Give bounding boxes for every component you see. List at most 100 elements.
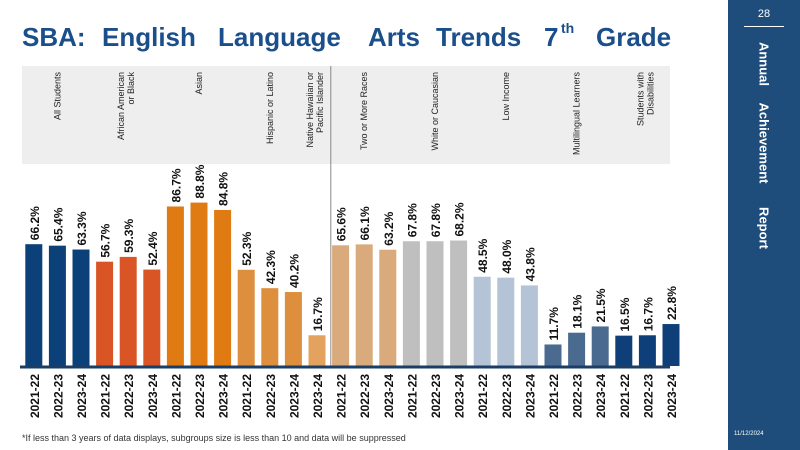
data-label-8-1: 18.1% <box>571 294 585 328</box>
x-tick-label-1-2: 2023-24 <box>146 374 160 418</box>
bar-0-2 <box>72 249 90 366</box>
side-panel: 28 Annual Achievement Report 11/12/2024 <box>728 0 800 450</box>
x-tick-label-2-2: 2023-24 <box>217 374 231 418</box>
bar-5-1 <box>355 244 373 366</box>
x-tick-label-9-2: 2023-24 <box>665 374 679 418</box>
bar-8-0 <box>544 344 562 366</box>
x-tick-label-0-2: 2023-24 <box>75 374 89 418</box>
data-label-6-2: 68.2% <box>453 202 467 236</box>
title-word-arts: Arts <box>368 22 421 52</box>
x-tick-label-7-1: 2022-23 <box>500 374 514 418</box>
group-label-6: White or Caucasian <box>430 72 440 151</box>
bar-3-1 <box>261 288 279 366</box>
x-tick-label-6-1: 2022-23 <box>429 374 443 418</box>
bar-5-0 <box>332 245 350 366</box>
group-label-7: Low Income <box>501 72 511 121</box>
x-tick-label-5-0: 2021-22 <box>335 374 349 418</box>
x-tick-label-4-0: 2023-24 <box>311 374 325 418</box>
x-tick-label-5-1: 2022-23 <box>358 374 372 418</box>
data-label-3-2: 40.2% <box>287 254 301 288</box>
x-tick-label-5-2: 2023-24 <box>382 374 396 418</box>
bar-9-1 <box>638 335 656 366</box>
data-label-5-2: 63.2% <box>382 211 396 245</box>
data-label-5-0: 65.6% <box>335 207 349 241</box>
data-label-9-0: 16.5% <box>618 297 632 331</box>
x-tick-label-3-0: 2021-22 <box>240 374 254 418</box>
bar-9-0 <box>615 335 633 366</box>
side-date: 11/12/2024 <box>734 431 764 437</box>
bar-7-1 <box>497 277 515 366</box>
data-label-2-0: 86.7% <box>169 168 183 202</box>
data-label-9-1: 16.7% <box>641 297 655 331</box>
x-tick-label-2-0: 2021-22 <box>169 374 183 418</box>
data-label-7-0: 48.5% <box>476 238 490 272</box>
bar-8-1 <box>568 332 586 366</box>
bar-1-1 <box>119 256 137 366</box>
data-label-9-2: 22.8% <box>665 286 679 320</box>
title-word-english: English <box>102 22 196 52</box>
data-label-6-1: 67.8% <box>429 203 443 237</box>
page-number: 28 <box>757 8 771 20</box>
group-label-5: Two or More Races <box>359 72 369 151</box>
x-tick-label-6-2: 2023-24 <box>453 374 467 418</box>
bar-6-0 <box>402 241 420 366</box>
bar-6-1 <box>426 241 444 366</box>
data-label-8-0: 11.7% <box>547 307 561 341</box>
x-tick-label-2-1: 2022-23 <box>193 374 207 418</box>
group-label-3: Hispanic or Latino <box>265 72 275 144</box>
data-label-2-2: 84.8% <box>217 172 231 206</box>
bar-9-2 <box>662 324 680 366</box>
data-label-6-0: 67.8% <box>405 203 419 237</box>
x-tick-label-9-0: 2021-22 <box>618 374 632 418</box>
bar-3-0 <box>237 269 255 366</box>
footnote: *If less than 3 years of data displays, … <box>22 433 406 443</box>
title-word-sba: SBA: <box>22 22 86 52</box>
x-tick-label-0-0: 2021-22 <box>28 374 42 418</box>
bar-chart: All Students 66.2% 2021-22 65.4% 2022-23 63.3… <box>20 66 680 418</box>
x-tick-label-0-1: 2022-23 <box>51 374 65 418</box>
x-tick-label-7-0: 2021-22 <box>476 374 490 418</box>
title-word-grade: Grade <box>596 22 672 52</box>
data-label-2-1: 88.8% <box>193 164 207 198</box>
group-label-0: All Students <box>52 72 62 121</box>
data-label-5-1: 66.1% <box>358 206 372 240</box>
x-tick-label-1-1: 2022-23 <box>122 374 136 418</box>
group-label-2: Asian <box>194 72 204 95</box>
side-title-word-1: Annual <box>756 41 772 87</box>
x-tick-label-8-0: 2021-22 <box>547 374 561 418</box>
bar-1-0 <box>96 261 114 366</box>
x-tick-label-6-0: 2021-22 <box>405 374 419 418</box>
data-label-1-2: 52.4% <box>146 231 160 265</box>
title-word-grade-suffix: th <box>561 20 575 36</box>
bar-6-2 <box>450 240 468 366</box>
title-word-language: Language <box>218 22 341 52</box>
bar-1-2 <box>143 269 161 366</box>
data-label-8-2: 21.5% <box>594 288 608 322</box>
group-label-8: Multilingual Learners <box>572 72 582 156</box>
data-label-1-0: 56.7% <box>99 223 113 257</box>
group-header-band <box>22 66 670 164</box>
x-tick-label-7-2: 2023-24 <box>523 374 537 418</box>
side-title-word-2: Achievement <box>756 102 772 184</box>
bar-5-2 <box>379 249 397 366</box>
data-label-0-1: 65.4% <box>51 207 65 241</box>
data-label-1-1: 59.3% <box>122 219 136 253</box>
bar-7-2 <box>520 285 538 366</box>
bar-4-0 <box>308 335 326 366</box>
x-tick-label-9-1: 2022-23 <box>641 374 655 418</box>
data-label-4-0: 16.7% <box>311 297 325 331</box>
bar-3-2 <box>284 292 302 366</box>
x-tick-label-8-2: 2023-24 <box>594 374 608 418</box>
x-tick-label-1-0: 2021-22 <box>99 374 113 418</box>
data-label-7-2: 43.8% <box>523 247 537 281</box>
title-word-trends: Trends <box>436 22 522 52</box>
bar-0-0 <box>25 244 43 366</box>
group-label-4: Native Hawaiian orPacific Islander <box>305 72 325 148</box>
data-label-0-2: 63.3% <box>75 211 89 245</box>
data-label-0-0: 66.2% <box>28 206 42 240</box>
data-label-3-0: 52.3% <box>240 231 254 265</box>
x-tick-label-3-2: 2023-24 <box>287 374 301 418</box>
bar-2-2 <box>214 209 232 366</box>
bar-2-0 <box>166 206 184 366</box>
data-label-7-1: 48.0% <box>500 239 514 273</box>
